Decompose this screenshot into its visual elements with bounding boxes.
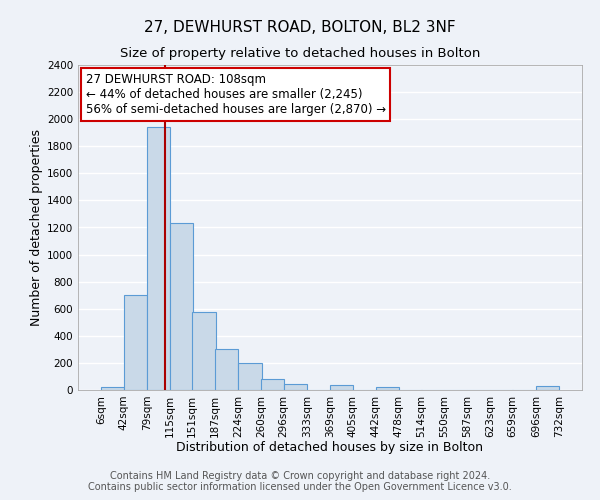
Bar [147,128,170,390]
Bar [261,379,284,390]
Bar [284,384,307,390]
Text: 27, DEWHURST ROAD, BOLTON, BL2 3NF: 27, DEWHURST ROAD, BOLTON, BL2 3NF [144,20,456,35]
Text: Contains HM Land Registry data © Crown copyright and database right 2024.: Contains HM Land Registry data © Crown c… [110,471,490,481]
Y-axis label: Number of detached properties: Number of detached properties [30,129,43,326]
Bar [192,312,215,390]
Bar [329,386,353,390]
Bar [536,386,559,390]
Bar [376,388,399,390]
Text: 27 DEWHURST ROAD: 108sqm
← 44% of detached houses are smaller (2,245)
56% of sem: 27 DEWHURST ROAD: 108sqm ← 44% of detach… [86,73,386,116]
Text: Contains public sector information licensed under the Open Government Licence v3: Contains public sector information licen… [88,482,512,492]
X-axis label: Distribution of detached houses by size in Bolton: Distribution of detached houses by size … [176,441,484,454]
Bar [238,363,262,390]
Bar [170,224,193,390]
Bar [101,386,124,390]
Bar [124,295,147,390]
Bar [215,350,238,390]
Text: Size of property relative to detached houses in Bolton: Size of property relative to detached ho… [120,48,480,60]
